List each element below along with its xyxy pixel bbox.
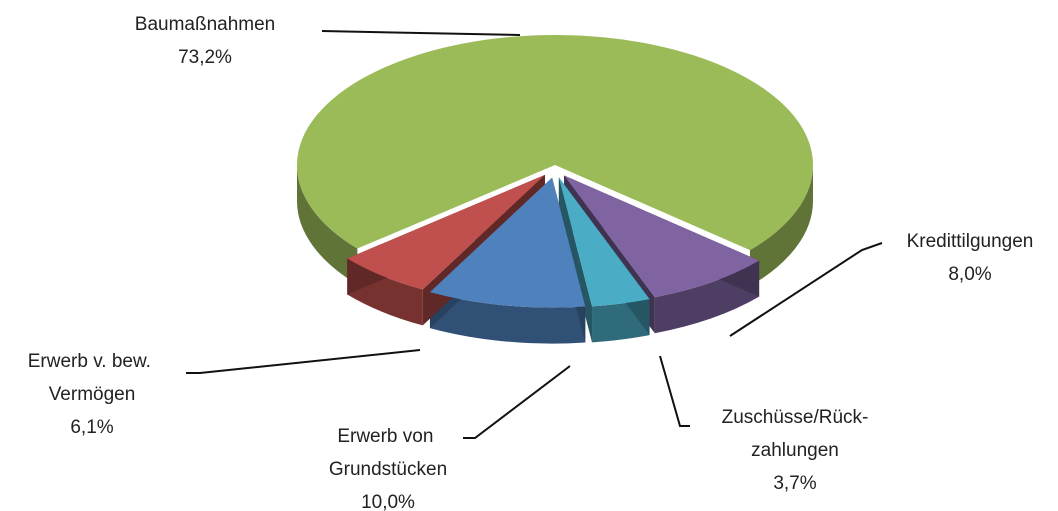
- label-line: Erwerb v. bew.: [28, 351, 156, 372]
- label-line: Zuschüsse/Rück-: [722, 407, 869, 428]
- pie-slice: [429, 177, 586, 308]
- value-label: 8,0%: [948, 264, 991, 285]
- category-label: Baumaßnahmen: [135, 14, 275, 35]
- pie-slice: [558, 177, 650, 307]
- pie-slice: [347, 174, 545, 290]
- pie-slice: [297, 34, 813, 251]
- category-label: Erwerb von Grundstücken: [329, 426, 447, 480]
- label-line: Kredittilgungen: [907, 231, 1034, 252]
- leader-line: [659, 355, 690, 427]
- pie: [297, 34, 813, 344]
- pie-slice: [564, 175, 760, 298]
- label-line: Vermögen: [49, 384, 136, 405]
- label-line: zahlungen: [751, 440, 839, 461]
- value-label: 10,0%: [361, 492, 415, 511]
- category-label: Erwerb v. bew. Vermögen: [28, 351, 156, 405]
- value-label: 6,1%: [70, 417, 113, 438]
- leader-line: [729, 242, 883, 337]
- label-line: Erwerb von: [337, 426, 438, 447]
- leader-line: [186, 349, 421, 374]
- value-label: 73,2%: [178, 47, 232, 68]
- label-line: Baumaßnahmen: [135, 14, 275, 35]
- pie-slice-side: [749, 165, 813, 287]
- value-label: 3,7%: [773, 473, 816, 494]
- category-label: Zuschüsse/Rück-zahlungen: [722, 407, 869, 461]
- leader-line: [463, 365, 571, 439]
- category-label: Kredittilgungen: [907, 231, 1034, 252]
- leader-line: [321, 30, 521, 36]
- pie-slice-side: [297, 165, 358, 285]
- pie-slice-side: [429, 292, 586, 344]
- label-line: Grundstücken: [329, 459, 447, 480]
